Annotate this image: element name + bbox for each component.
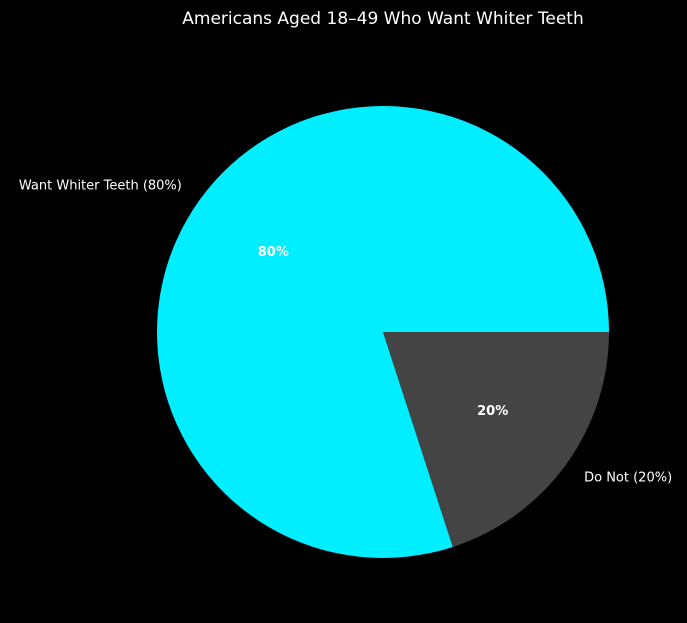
slice-label: Do Not (20%) [584, 471, 672, 486]
pie-slice [383, 332, 609, 547]
slice-label: Want Whiter Teeth (80%) [19, 178, 182, 193]
value-label: 80% [258, 245, 289, 260]
chart-title: Americans Aged 18–49 Who Want Whiter Tee… [182, 9, 583, 29]
pie-slice [157, 105, 609, 558]
value-label: 20% [477, 404, 508, 419]
